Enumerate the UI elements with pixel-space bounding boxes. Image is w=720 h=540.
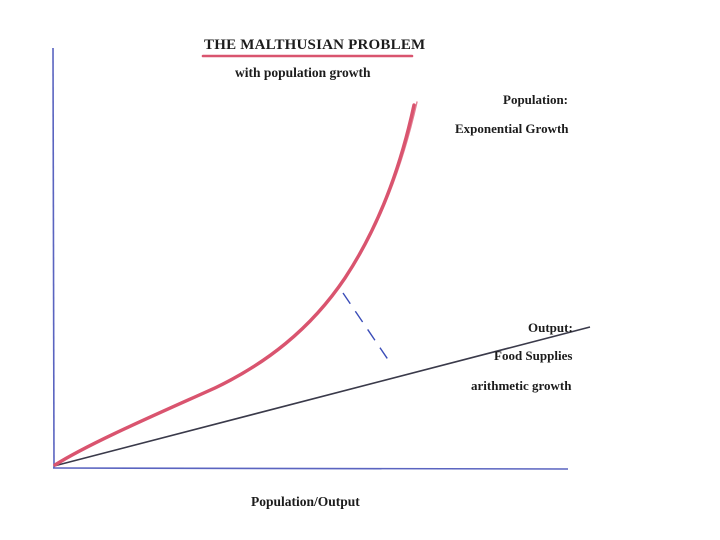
gap-marker [342, 292, 392, 365]
population-label-title: Population: [503, 92, 568, 107]
population-curve-sketch [56, 101, 418, 464]
diagram-subtitle: with population growth [235, 65, 371, 80]
population-curve [53, 103, 416, 467]
diagram-title: THE MALTHUSIAN PROBLEM [204, 37, 425, 53]
population-label-desc: Exponential Growth [455, 121, 569, 136]
output-label-growth: arithmetic growth [471, 378, 572, 393]
output-line [53, 326, 591, 467]
output-label-title: Output: [528, 320, 573, 335]
x-axis [52, 467, 569, 470]
y-axis [52, 47, 55, 469]
x-axis-label: Population/Output [251, 494, 360, 509]
output-label-desc: Food Supplies [494, 348, 572, 363]
